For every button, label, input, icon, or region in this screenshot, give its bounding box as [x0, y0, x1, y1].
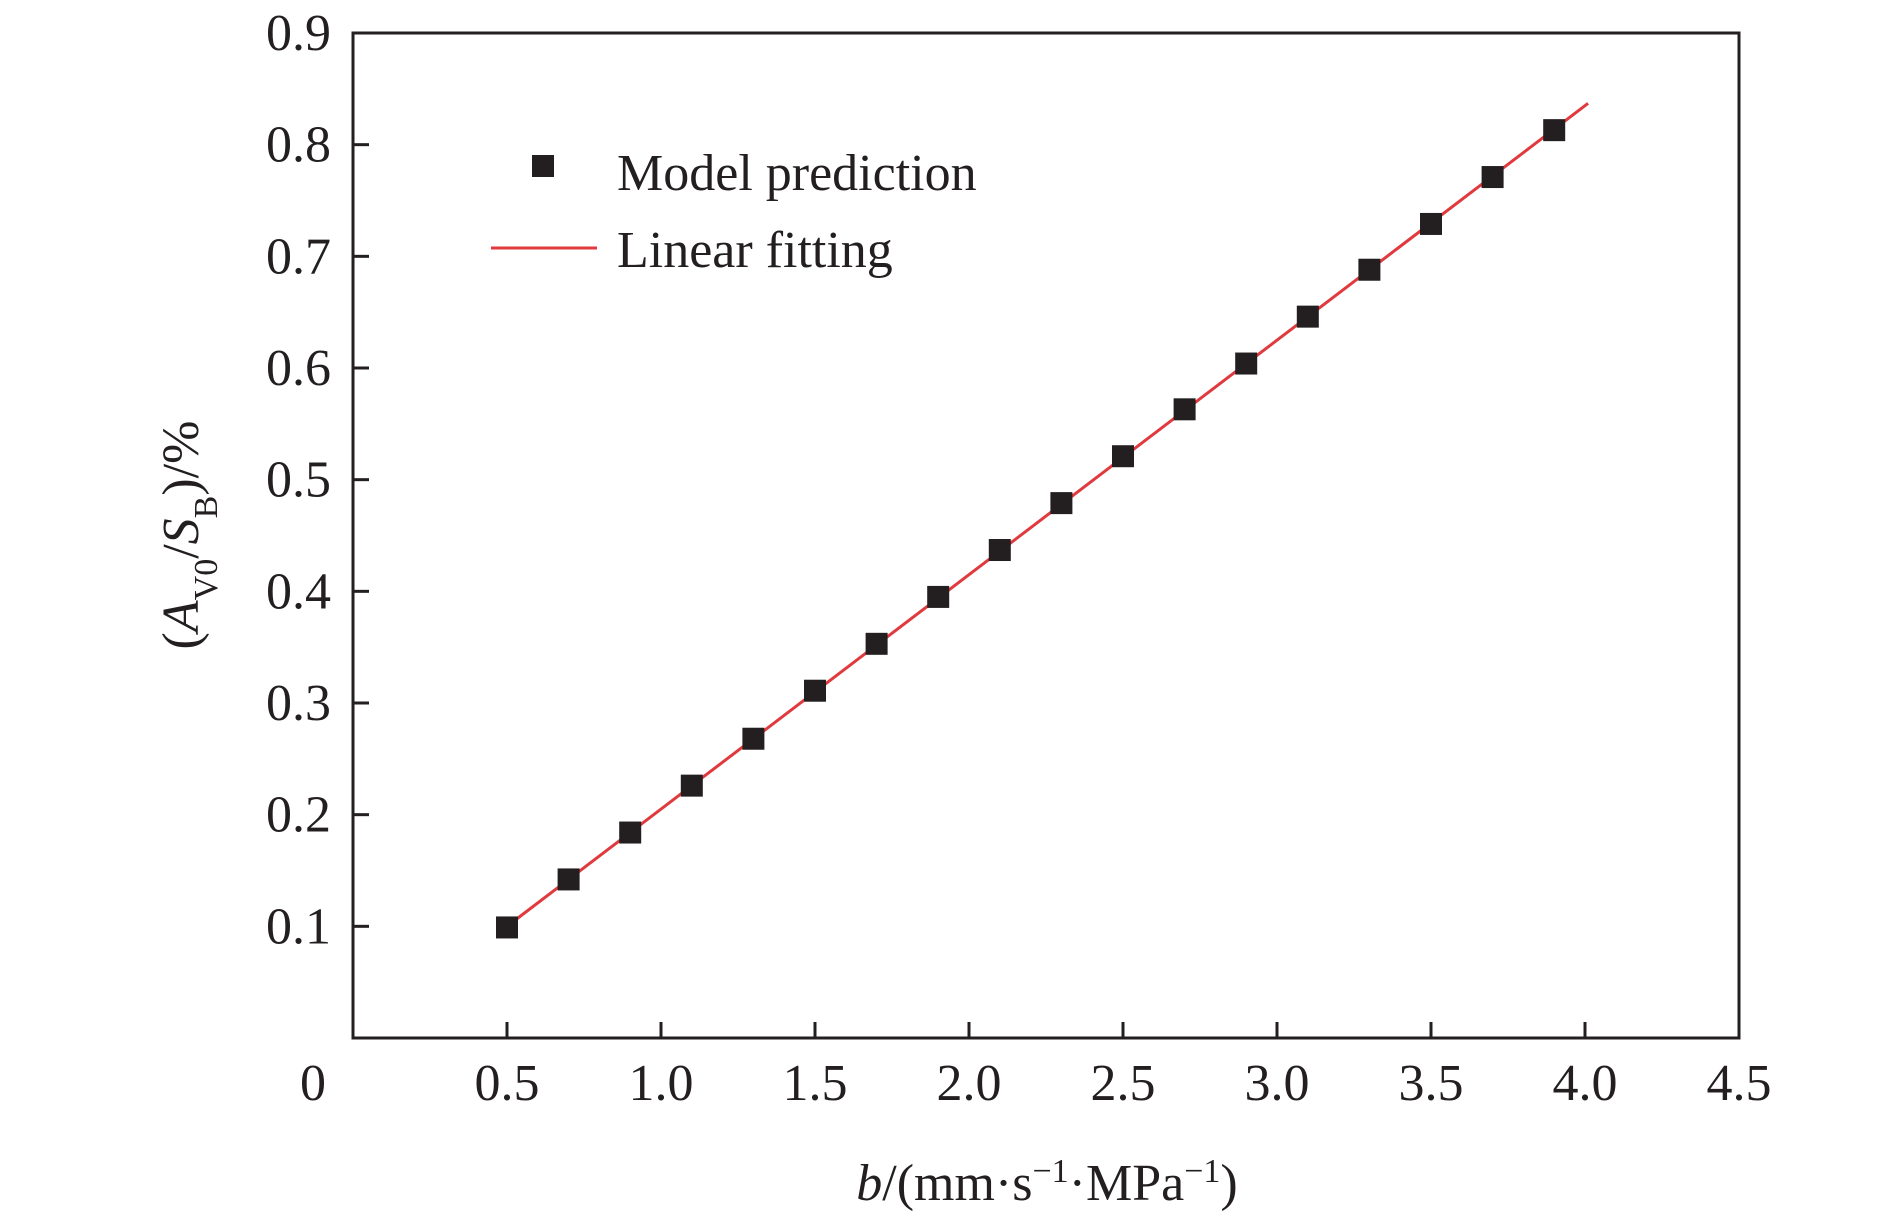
- x-tick-label: 3.0: [1245, 1055, 1310, 1112]
- y-axis-label-s: S: [153, 518, 210, 544]
- x-tick-label: 4.0: [1553, 1055, 1618, 1112]
- y-tick-label: 0.4: [266, 563, 331, 620]
- y-axis-label-close: )/%: [153, 421, 210, 496]
- y-tick-label: 0.9: [266, 5, 331, 62]
- legend-label-model-prediction: Model prediction: [617, 145, 977, 202]
- legend-marker-model-prediction: [532, 155, 554, 177]
- x-tick-label: 0: [300, 1055, 326, 1112]
- data-point: [1420, 212, 1442, 235]
- y-tick-label: 0.2: [266, 787, 331, 844]
- plot-frame: [351, 31, 1741, 1040]
- data-point: [742, 727, 765, 750]
- data-point: [1481, 166, 1504, 189]
- x-axis-label-end: ): [1220, 1155, 1237, 1212]
- x-tick-label: 3.5: [1399, 1055, 1464, 1112]
- y-tick-label: 0.3: [266, 675, 331, 732]
- x-axis-label-var: b: [856, 1155, 882, 1212]
- x-axis-label-mid: ·MPa: [1069, 1155, 1185, 1212]
- data-point: [1296, 305, 1319, 328]
- x-axis-label-unit: /(mm·s: [882, 1155, 1032, 1212]
- x-tick-label: 4.5: [1707, 1055, 1772, 1112]
- y-axis-label: (AV0/SB)/%: [153, 421, 225, 650]
- x-tick-label: 2.5: [1091, 1055, 1156, 1112]
- y-axis-label-sub-a: V0: [188, 559, 225, 601]
- y-axis-label-sub-s: B: [188, 496, 225, 519]
- data-point: [496, 916, 518, 939]
- y-axis-ticks: 0.1 0.2 0.3 0.4 0.5 0.6 0.7 0.8 0.9: [266, 5, 369, 955]
- y-axis-label-slash: /: [153, 544, 210, 559]
- data-point: [927, 585, 950, 608]
- x-tick-label: 2.0: [937, 1055, 1002, 1112]
- y-tick-label: 0.5: [266, 452, 331, 509]
- x-tick-label: 0.5: [475, 1055, 540, 1112]
- data-point: [1173, 398, 1196, 421]
- x-axis-label: b/(mm·s−1·MPa−1): [856, 1153, 1237, 1213]
- data-point: [1543, 119, 1566, 142]
- y-axis-label-open: (: [153, 632, 210, 649]
- data-point: [865, 632, 888, 655]
- x-axis-label-sup2: −1: [1184, 1153, 1220, 1190]
- data-point: [680, 774, 703, 797]
- legend: Model prediction Linear fitting: [491, 145, 977, 279]
- x-tick-label: 1.0: [629, 1055, 694, 1112]
- data-point: [1235, 352, 1258, 375]
- data-point: [557, 868, 580, 891]
- data-point: [1112, 445, 1134, 468]
- y-tick-label: 0.8: [266, 117, 331, 174]
- points-layer: [496, 119, 1566, 939]
- data-point: [988, 539, 1011, 562]
- y-tick-label: 0.1: [266, 898, 331, 955]
- data-point: [1358, 258, 1381, 281]
- y-tick-label: 0.7: [266, 228, 331, 285]
- data-point: [804, 679, 826, 702]
- data-point: [1050, 492, 1073, 515]
- data-point: [619, 821, 642, 844]
- x-tick-label: 1.5: [783, 1055, 848, 1112]
- x-axis-ticks: 0 0.5 1.0 1.5 2.0 2.5 3.0 3.5 4.0 4.5: [300, 1022, 1772, 1112]
- y-tick-label: 0.6: [266, 340, 331, 397]
- x-axis-label-sup1: −1: [1032, 1153, 1068, 1190]
- legend-label-linear-fitting: Linear fitting: [617, 222, 893, 279]
- y-axis-label-a: A: [153, 600, 210, 635]
